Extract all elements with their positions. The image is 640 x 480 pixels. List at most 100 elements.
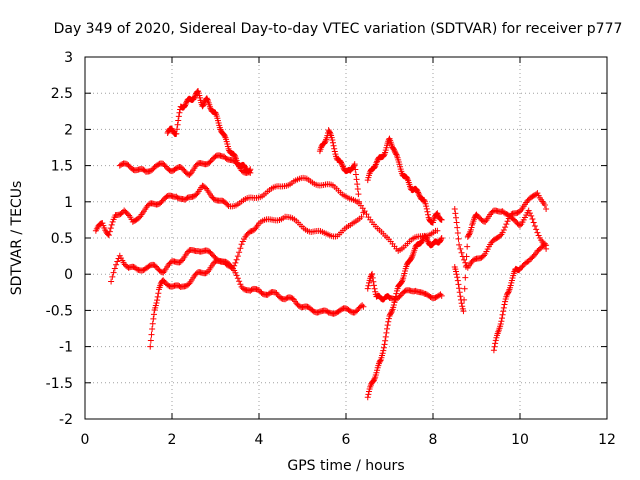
data-point [318,144,325,151]
data-point [364,285,371,292]
data-point [193,191,200,198]
y-tick-label: -1 [59,340,73,356]
data-point [541,240,548,247]
x-tick-label: 6 [342,432,351,448]
data-point [452,210,459,217]
data-point [462,259,469,266]
data-point [500,304,507,311]
data-point [109,218,116,225]
data-point [461,296,468,303]
data-point [182,101,189,108]
data-point [425,211,432,218]
data-point [451,206,458,213]
chart-title: Day 349 of 2020, Sidereal Day-to-day VTE… [54,21,623,37]
data-point [499,311,506,318]
data-point [370,278,377,285]
data-point [541,201,548,208]
data-point [379,350,386,357]
data-point [385,318,392,325]
y-axis-label: SDTVAR / TECUs [9,181,25,296]
data-point [384,322,391,329]
series-track-c [147,257,367,350]
y-tick-label: 1.5 [51,159,73,175]
data-point [491,343,498,350]
data-point [365,282,372,289]
data-point [385,315,392,322]
data-point [457,293,464,300]
data-point [438,216,445,223]
series-track-d [116,152,254,178]
data-point [504,218,511,225]
data-point [503,221,510,228]
data-point [177,258,184,265]
data-point [105,232,112,239]
data-point [452,268,459,275]
data-point [502,224,509,231]
data-point [149,320,156,327]
data-point [331,145,338,152]
axis-ticks: 0 2 4 6 8 10 12 -2 -1.5 -1 -0.5 0 0.5 1 1.5 2 2.5 3 [46,50,616,448]
data-point [424,208,431,215]
data-point [338,160,345,167]
data-point [329,139,336,146]
data-point [458,249,465,256]
data-point [233,256,240,263]
data-point [398,278,405,285]
data-point [373,159,380,166]
data-point [175,117,182,124]
data-point [454,224,461,231]
data-point [500,308,507,315]
data-point [241,163,248,170]
data-point [367,382,374,389]
data-point [182,102,189,109]
data-point [531,222,538,229]
data-point [455,281,462,288]
data-point [107,225,114,232]
data-point [462,274,469,281]
data-point [150,311,157,318]
data-point [382,337,389,344]
data-point [339,163,346,170]
data-point [386,312,393,319]
data-point [217,126,224,133]
data-point [393,151,400,158]
data-point [338,159,345,166]
data-point [501,301,508,308]
data-point [529,216,536,223]
data-point [454,277,461,284]
data-point [468,224,475,231]
data-point [155,290,162,297]
series-track-j [451,207,550,315]
data-point [231,152,238,159]
data-point [365,388,372,395]
data-point [237,281,244,288]
data-point [517,208,523,215]
data-point [356,198,363,205]
data-point [200,102,207,109]
data-point [232,269,239,276]
data-point [175,113,182,120]
y-tick-label: -0.5 [46,303,73,319]
data-point [365,391,372,398]
data-point [147,337,154,344]
data-point [186,171,193,178]
data-point [233,272,240,279]
data-point [358,213,365,220]
data-point [390,302,397,309]
data-point [505,289,512,296]
series-track-e [164,88,254,175]
data-point [466,231,473,238]
data-point [238,241,245,248]
y-tick-label: 3 [64,50,73,66]
data-point [398,279,405,286]
data-point [360,209,367,216]
data-point [337,158,344,165]
data-point [173,126,180,133]
x-tick-label: 0 [81,432,90,448]
data-point [191,94,198,101]
data-point [438,292,445,299]
data-point [454,274,461,281]
data-point [200,101,207,108]
series-track-h [364,135,445,226]
data-point [322,138,329,145]
